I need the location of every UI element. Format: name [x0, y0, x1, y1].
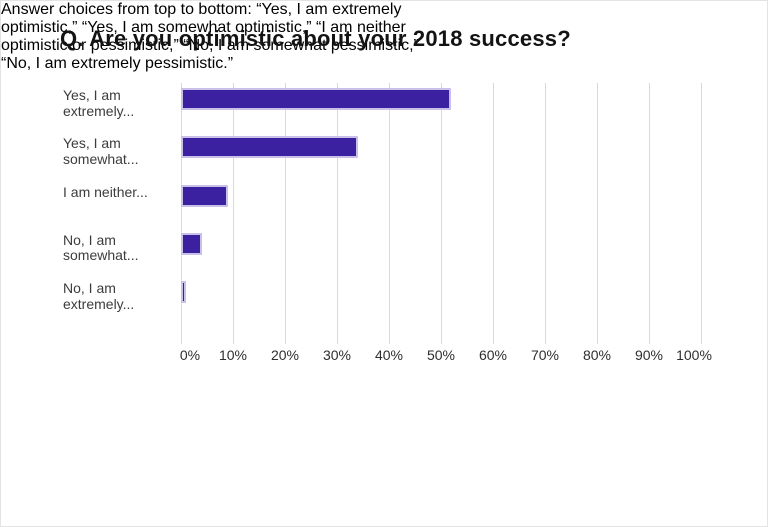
gridline	[597, 83, 598, 344]
gridline	[285, 83, 286, 344]
footnote-line: optimistic or pessimistic,” “No, I am so…	[1, 37, 419, 54]
x-axis-tick-label: 30%	[322, 347, 352, 363]
chart-title: Q. Are you optimistic about your 2018 su…	[60, 26, 571, 51]
y-axis-category-label-line: extremely...	[63, 102, 135, 119]
x-axis-tick-label: 0%	[179, 347, 201, 363]
x-axis: 0% 10% 20% 30% 40% 50% 60% 70% 80% 90% 100%	[179, 347, 712, 365]
footnote-line: “No, I am extremely pessimistic.”	[1, 55, 234, 72]
x-axis-tick-label: 60%	[478, 347, 508, 363]
footnote-line: optimistic,” “Yes, I am somewhat optimis…	[1, 19, 406, 36]
x-axis-tick-label: 40%	[374, 347, 404, 363]
y-axis-category-label-line: somewhat...	[63, 150, 139, 167]
gridline	[493, 83, 494, 344]
x-axis-tick-label: 90%	[634, 347, 664, 363]
x-axis-tick-label: 70%	[530, 347, 560, 363]
y-axis-category-label-line: Yes, I am	[63, 87, 121, 103]
gridline	[649, 83, 650, 344]
x-axis-tick-label: 10%	[218, 347, 248, 363]
x-axis-tick-label: 50%	[426, 347, 456, 363]
y-axis-category-label-line: somewhat...	[63, 247, 139, 264]
gridline	[701, 83, 702, 344]
gridline	[441, 83, 442, 344]
y-axis-category-label: No, I am extremely...	[63, 280, 181, 312]
y-axis-category-label: Yes, I am somewhat...	[63, 136, 181, 167]
gridline	[389, 83, 390, 344]
gridline	[233, 83, 234, 344]
plot-area	[181, 83, 702, 344]
x-axis-tick-label: 100%	[676, 347, 712, 363]
gridline	[181, 83, 182, 344]
x-axis-tick-label: 80%	[582, 347, 612, 363]
gridline	[545, 83, 546, 344]
bar-3	[181, 184, 228, 207]
y-axis-category-label-line: extremely...	[63, 295, 135, 312]
y-axis-category-label: No, I am somewhat...	[63, 231, 181, 264]
y-axis-category-label: Yes, I am extremely...	[63, 87, 181, 119]
bar-4	[181, 232, 202, 255]
bar-1	[181, 88, 452, 110]
y-axis-category-label-line: No, I am	[63, 231, 116, 248]
footnote-line: Answer choices from top to bottom: “Yes,…	[1, 1, 402, 18]
y-axis-category-label: I am neither...	[63, 183, 181, 201]
y-axis-category-label-line: I am neither...	[63, 183, 148, 200]
bar-5	[181, 281, 187, 303]
x-axis-tick-label: 20%	[270, 347, 300, 363]
y-axis-category-label-line: No, I am	[63, 280, 116, 296]
y-axis-category-label-line: Yes, I am	[63, 135, 121, 152]
gridline	[337, 83, 338, 344]
bar-2	[181, 136, 358, 159]
